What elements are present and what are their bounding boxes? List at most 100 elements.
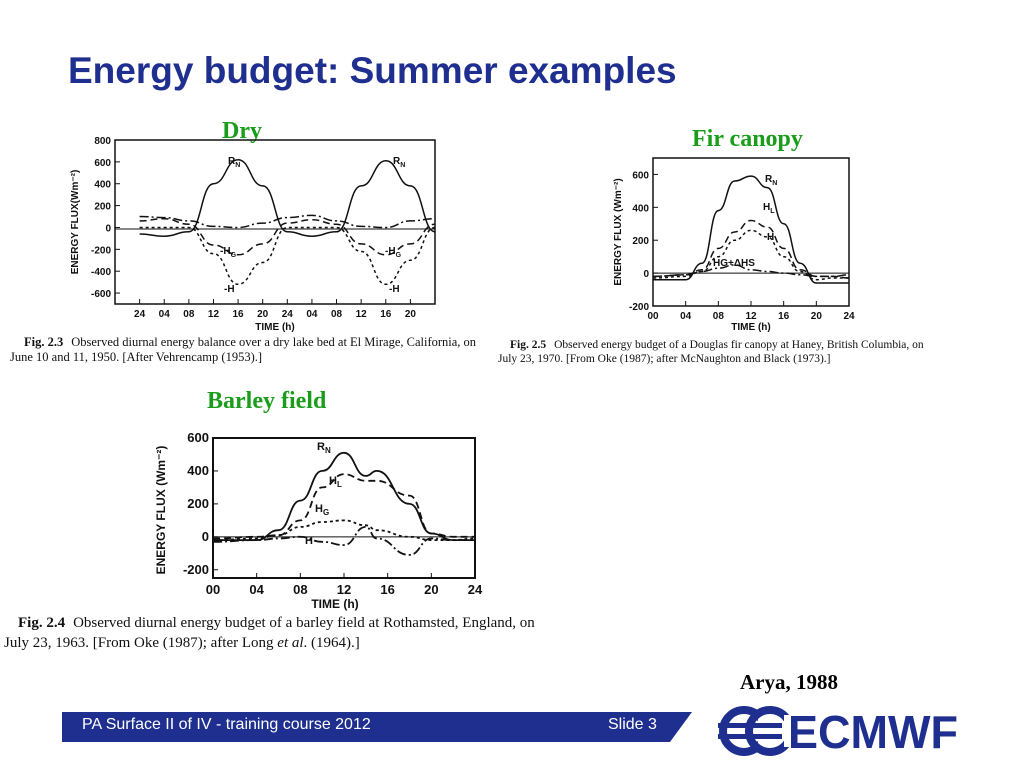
heading-fir-canopy: Fir canopy [692,126,803,152]
barley-label-hl: HL [329,475,342,489]
dry-x-tick-label: 12 [356,309,368,320]
footer-slide-number: Slide 3 [608,716,657,733]
dry-x-tick-label: 24 [282,309,294,320]
fir-caption: Fig. 2.5 Observed energy budget of a Doug… [498,338,924,366]
barley-caption: Fig. 2.4 Observed diurnal energy budget o… [4,613,535,653]
fir-x-tick-label: 24 [843,311,855,322]
fir-caption-line2: July 23, 1970. [From Oke (1987); after M… [498,353,831,365]
fir-xlabel: TIME (h) [731,322,770,333]
barley-y-tick-label: 600 [187,430,209,445]
fir-series-hg-hs [652,264,850,278]
barley-label-hg: HG [315,503,329,517]
barley-y-tick-label: 200 [187,496,209,511]
barley-y-tick-label: 0 [202,529,209,544]
fir-x-tick-label: 20 [811,311,823,322]
barley-series-rn [212,451,475,541]
dry-ylabel: ENERGY FLUX(Wm⁻²) [70,170,81,275]
barley-y-tick-label: 400 [187,463,209,478]
fir-x-tick-label: 00 [647,311,659,322]
barley-x-tick-label: 16 [380,582,394,597]
fir-x-tick-label: 04 [680,311,692,322]
fir-series-hl [652,219,850,279]
dry-series--h [139,226,436,286]
barley-caption-line1: Observed diurnal energy budget of a barl… [73,615,535,631]
fir-series-h [652,229,849,281]
barley-fig-label: Fig. 2.4 [18,615,66,631]
barley-x-tick-label: 04 [249,582,264,597]
dry-y-tick-label: -200 [91,245,111,256]
footer-course-title: PA Surface II of IV - training course 20… [82,716,371,733]
dry-x-tick-label: 24 [134,309,146,320]
barley-plot-frame [212,437,476,579]
barley-ylabel: ENERGY FLUX (Wm⁻²) [154,446,168,575]
fir-ylabel: ENERGY FLUX (Wm⁻²) [613,178,624,285]
dry-x-tick-label: 04 [159,309,171,320]
fir-label-hl: HL [763,202,775,215]
dry-label-rn-2: RN [393,156,405,169]
source-credit: Arya, 1988 [740,670,838,694]
dry-x-tick-label: 20 [405,309,417,320]
dry-y-tick-label: 800 [94,136,111,147]
dry-fig-label: Fig. 2.3 [24,335,64,349]
dry-y-tick-label: 600 [94,158,111,169]
barley-series-h [212,525,475,556]
fir-y-tick-label: 0 [643,269,649,280]
barley-x-tick-label: 08 [293,582,307,597]
fir-fig-label: Fig. 2.5 [510,339,547,351]
dry-x-tick-label: 16 [233,309,245,320]
dry-series-line-4 [139,214,436,229]
dry-x-tick-label: 04 [306,309,318,320]
fir-label-h: H [767,232,774,243]
fir-caption-line1: Observed energy budget of a Douglas fir … [554,339,924,351]
barley-caption-line2: July 23, 1963. [From Oke (1987); after L… [4,635,360,651]
fir-label-rn: RN [765,174,777,187]
barley-x-tick-label: 00 [206,582,220,597]
dry-xlabel: TIME (h) [255,322,294,333]
dry-y-tick-label: -400 [91,267,111,278]
fir-y-tick-label: 200 [632,236,649,247]
dry-label-h-2: -H [389,284,400,295]
ecmwf-logo: ECMWF [718,705,958,757]
barley-chart: 600 400 200 0 -200 00 04 08 12 16 20 24 ENERGY FLU… [154,430,483,611]
dry-series-rn [139,158,436,237]
barley-x-tick-label: 12 [337,582,351,597]
fir-x-tick-label: 16 [778,311,790,322]
fir-y-tick-label: -200 [629,302,649,313]
barley-series-hg [212,519,476,541]
dry-x-tick-label: 16 [380,309,392,320]
fir-series-rn [653,175,849,284]
ecmwf-logo-text: ECMWF [788,706,958,757]
heading-barley-field: Barley field [207,388,327,414]
dry-caption-line2: June 10 and 11, 1950. [After Vehrencamp … [10,350,263,364]
barley-series-hl [212,473,475,540]
fir-y-tick-label: 600 [632,170,649,181]
dry-caption-line1: Observed diurnal energy balance over a d… [71,335,477,349]
fir-label-hgs: HG+ΔHS [713,258,755,269]
dry-x-tick-label: 20 [257,309,269,320]
dry-y-tick-label: 400 [94,180,111,191]
barley-x-tick-label: 24 [468,582,483,597]
dry-chart: 800 600 400 200 0 -200 -400 -600 24 04 08 12 16 20 24… [70,136,436,333]
dry-plot-frame [114,139,436,305]
fir-chart: 600 400 200 0 -200 00 04 08 12 16 20 24 ENERGY FLU… [613,157,855,333]
barley-label-rn: RN [317,441,331,455]
dry-label-rn: RN [228,156,240,169]
dry-y-tick-label: 200 [94,202,111,213]
barley-y-tick-label: -200 [183,562,209,577]
dry-x-tick-label: 12 [208,309,220,320]
dry-label-hg-2: -HG [385,246,402,259]
dry-caption: Fig. 2.3 Observed diurnal energy balance … [10,335,476,365]
fir-x-tick-label: 12 [745,311,757,322]
dry-x-tick-label: 08 [331,309,343,320]
dry-label-h: -H [224,284,235,295]
fir-x-tick-label: 08 [713,311,725,322]
fir-y-tick-label: 400 [632,203,649,214]
slide-title: Energy budget: Summer examples [68,50,677,91]
barley-x-tick-label: 20 [424,582,438,597]
barley-label-h: H [305,535,313,547]
barley-xlabel: TIME (h) [311,597,358,611]
fir-plot-frame [652,157,850,307]
dry-label-hg: -HG [220,246,237,259]
dry-y-tick-label: -600 [91,289,111,300]
ecmwf-logo-icon [718,705,796,757]
